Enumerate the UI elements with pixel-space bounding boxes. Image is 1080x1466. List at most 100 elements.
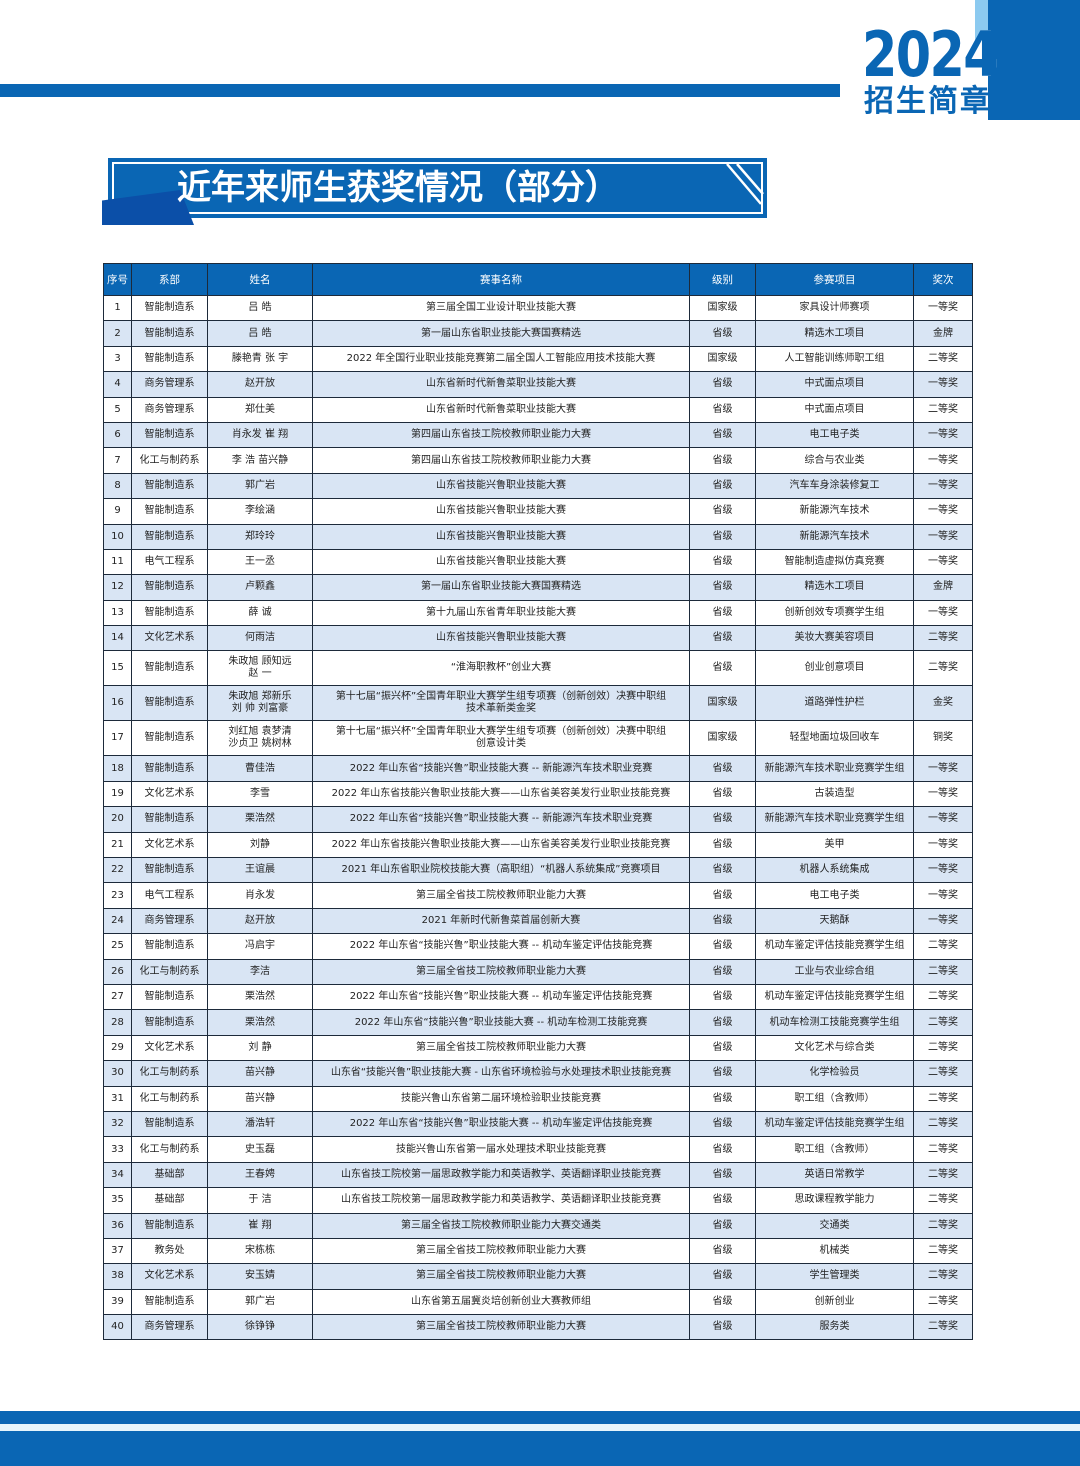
table-cell: 2021 年新时代新鲁菜首届创新大赛 — [312, 907, 690, 935]
table-cell: 新能源汽车技术职业竞赛学生组 — [755, 806, 914, 833]
table-row: 6 智能制造系 肖永发 崔 翔第四届山东省技工院校教师职业能力大赛 省级 电工电子类 一等… — [103, 421, 973, 449]
table-cell: 学生管理类 — [755, 1263, 914, 1290]
table-cell: 一等奖 — [913, 371, 973, 398]
table-cell: 智能制造系 — [131, 574, 208, 601]
table-cell: 二等奖 — [913, 933, 973, 960]
table-cell: 吕 皓 — [207, 320, 313, 347]
table-cell: 金牌 — [913, 320, 973, 347]
table-cell: 一等奖 — [913, 857, 973, 884]
table-cell: 一等奖 — [913, 599, 973, 627]
table-cell: 省级 — [689, 1009, 756, 1036]
table-cell: 创新创效专项赛学生组 — [755, 599, 914, 627]
table-cell: 冯启宇 — [207, 933, 313, 960]
table-cell: 机械类 — [755, 1237, 914, 1265]
table-cell: 中式面点项目 — [755, 396, 914, 423]
table-cell: 吕 皓 — [207, 294, 313, 322]
table-cell: 省级 — [689, 1085, 756, 1112]
table-cell: 一等奖 — [913, 806, 973, 833]
table-cell: 11 — [103, 548, 132, 576]
table-cell: 二等奖 — [913, 625, 973, 652]
table-cell: 山东省“技能兴鲁”职业技能大赛 - 山东省环境检验与水处理技术职业技能竞赛 — [312, 1060, 690, 1087]
table-cell: 一等奖 — [913, 421, 973, 449]
table-cell: 23 — [103, 882, 132, 909]
table-cell: 智能制造系 — [131, 755, 208, 782]
table-cell: 曹佳浩 — [207, 755, 313, 782]
table-cell: 26 — [103, 958, 132, 985]
table-cell: 24 — [103, 907, 132, 935]
table-row: 8 智能制造系 郭广岩 山东省技能兴鲁职业技能大赛 省级 汽车车身涂装修复工 一等奖 — [103, 472, 973, 500]
table-cell: 肖永发 — [207, 882, 313, 909]
table-cell: 40 — [103, 1314, 132, 1341]
table-cell: 省级 — [689, 574, 756, 601]
table-row: 26 化工与制药系 李洁 第三届全省技工院校教师职业能力大赛 省级 工业与农业综合组 二等奖 — [103, 958, 973, 985]
table-cell: 精选木工项目 — [755, 574, 914, 601]
table-row: 34 基础部 王春娉 山东省技工院校第一届思政教学能力和英语教学、英语翻译职业技能竞赛… — [103, 1161, 973, 1189]
table-row: 11 电气工程系 王一丞 山东省技能兴鲁职业技能大赛 省级 智能制造虚拟仿真竞赛 一等奖 — [103, 548, 973, 576]
table-cell: 省级 — [689, 1288, 756, 1316]
table-cell: 智能制造系 — [131, 650, 208, 687]
corner-accent-block — [988, 0, 1080, 120]
table-cell: 美甲 — [755, 831, 914, 859]
table-cell: 李雪 — [207, 780, 313, 808]
table-cell: 智能制造系 — [131, 523, 208, 550]
table-cell: 一等奖 — [913, 294, 973, 322]
table-cell: 39 — [103, 1288, 132, 1316]
table-cell: 省级 — [689, 498, 756, 525]
table-cell: 2022 年山东省“技能兴鲁”职业技能大赛 -- 新能源汽车技术职业竞赛 — [312, 806, 690, 833]
table-cell: 山东省技能兴鲁职业技能大赛 — [312, 498, 690, 525]
table-cell: 教务处 — [131, 1237, 208, 1265]
table-cell: 省级 — [689, 1110, 756, 1138]
table-cell: 二等奖 — [913, 1060, 973, 1087]
table-cell: 2022 年山东省“技能兴鲁”职业技能大赛 -- 机动车鉴定评估技能竞赛 — [312, 983, 690, 1011]
table-cell: 机动车鉴定评估技能竞赛学生组 — [755, 983, 914, 1011]
table-cell: 一等奖 — [913, 498, 973, 525]
corner-accent-strip — [975, 0, 989, 40]
table-cell: 2022 年山东省技能兴鲁职业技能大赛——山东省美容美发行业职业技能竞赛 — [312, 831, 690, 859]
table-cell: 二等奖 — [913, 1009, 973, 1036]
table-cell: 国家级 — [689, 685, 756, 722]
table-cell: 第一届山东省职业技能大赛国赛精选 — [312, 574, 690, 601]
column-header: 赛事名称 — [312, 263, 690, 296]
table-cell: 二等奖 — [913, 1288, 973, 1316]
table-cell: 一等奖 — [913, 755, 973, 782]
table-row: 30 化工与制药系 苗兴静 山东省“技能兴鲁”职业技能大赛 - 山东省环境检验与水处理… — [103, 1060, 973, 1087]
table-cell: 32 — [103, 1110, 132, 1138]
table-row: 33 化工与制药系 史玉磊 技能兴鲁山东省第一届水处理技术职业技能竞赛 省级 职工组（含教… — [103, 1136, 973, 1163]
table-cell: 李绘涵 — [207, 498, 313, 525]
table-cell: 刘红旭 袁梦清 沙贞卫 姚树林 — [207, 720, 313, 757]
table-cell: 商务管理系 — [131, 1314, 208, 1341]
table-cell: 化工与制药系 — [131, 1085, 208, 1112]
table-row: 29 文化艺术系刘 静第三届全省技工院校教师职业能力大赛 省级 文化艺术与综合类 二等奖 — [103, 1034, 973, 1062]
table-cell: 2022 年山东省“技能兴鲁”职业技能大赛 -- 机动车鉴定评估技能竞赛 — [312, 1110, 690, 1138]
table-cell: 34 — [103, 1161, 132, 1189]
table-cell: 英语日常教学 — [755, 1161, 914, 1189]
table-cell: 省级 — [689, 1060, 756, 1087]
table-cell: 2022 年山东省“技能兴鲁”职业技能大赛 -- 新能源汽车技术职业竞赛 — [312, 755, 690, 782]
table-cell: 古装造型 — [755, 780, 914, 808]
header-rule — [0, 84, 840, 97]
table-cell: 一等奖 — [913, 831, 973, 859]
table-cell: 王一丞 — [207, 548, 313, 576]
table-cell: 省级 — [689, 447, 756, 474]
table-cell: 交通类 — [755, 1212, 914, 1239]
table-cell: 职工组（含教师） — [755, 1085, 914, 1112]
table-cell: 智能制造系 — [131, 1009, 208, 1036]
table-cell: 二等奖 — [913, 1237, 973, 1265]
table-cell: 第三届全省技工院校教师职业能力大赛 — [312, 1237, 690, 1265]
table-cell: 李洁 — [207, 958, 313, 985]
table-row: 23 电气工程系 肖永发 第三届全省技工院校教师职业能力大赛 省级 电工电子类 一等奖 — [103, 882, 973, 909]
table-cell: 省级 — [689, 625, 756, 652]
table-cell: “淮海职教杯”创业大赛 — [312, 650, 690, 687]
table-cell: 二等奖 — [913, 1136, 973, 1163]
table-cell: 薛 诚 — [207, 599, 313, 627]
table-cell: 化工与制药系 — [131, 1136, 208, 1163]
table-cell: 苗兴静 — [207, 1060, 313, 1087]
table-cell: 一等奖 — [913, 907, 973, 935]
table-row: 18 智能制造系 曹佳浩 2022 年山东省“技能兴鲁”职业技能大赛 -- 新能源汽车… — [103, 755, 973, 782]
table-cell: 2022 年山东省“技能兴鲁”职业技能大赛 -- 机动车鉴定评估技能竞赛 — [312, 933, 690, 960]
brochure-year: 2024 — [862, 18, 999, 91]
table-cell: 国家级 — [689, 345, 756, 373]
table-cell: 新能源汽车技术职业竞赛学生组 — [755, 755, 914, 782]
table-cell: 省级 — [689, 371, 756, 398]
table-cell: 人工智能训练师职工组 — [755, 345, 914, 373]
